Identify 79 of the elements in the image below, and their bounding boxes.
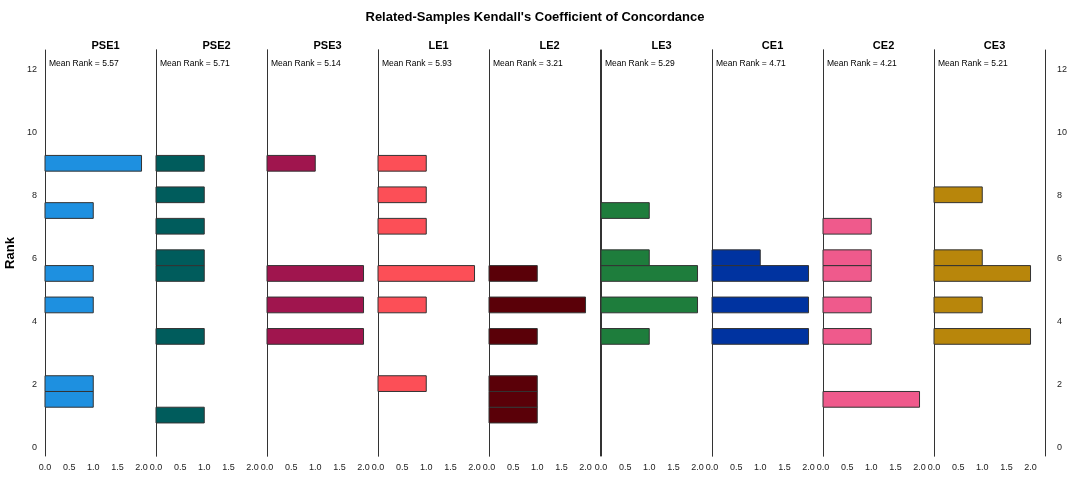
- annotation: Mean Rank = 5.93: [382, 57, 453, 68]
- x-tick-label: 1.5: [1000, 461, 1013, 472]
- x-tick-label: 0.5: [507, 461, 520, 472]
- x-tick-label: 0.0: [816, 461, 830, 472]
- y-axis-title: Rank: [2, 236, 18, 269]
- x-tick-label: 1.5: [777, 461, 791, 472]
- x-tick-label: 1.0: [87, 461, 100, 472]
- x-tick-label: 0.0: [372, 461, 385, 472]
- text: Related-Samples Kendall's Coefficient of Concordance: [364, 9, 706, 24]
- y-tick-label: 8: [1056, 189, 1062, 200]
- x-tick-label: 1.0: [642, 461, 656, 472]
- x-tick-label: 1.0: [420, 461, 433, 472]
- x-tick-label: 1.5: [555, 461, 569, 472]
- y-tick-label: 0: [1056, 441, 1062, 452]
- y-tick-label: 10: [1056, 126, 1067, 137]
- annotation: Mean Rank = 4.21: [826, 57, 897, 68]
- x-tick-label: 2.0: [246, 461, 259, 472]
- x-tick-label: 0.5: [285, 461, 298, 472]
- x-tick-label: 0.0: [927, 461, 941, 472]
- x-tick-label: 1.0: [531, 461, 544, 472]
- annotation: Mean Rank = 5.14: [271, 57, 342, 68]
- x-tick-label: 0.5: [729, 461, 743, 472]
- x-tick-label: 0.5: [396, 461, 409, 472]
- chart-title: LE3: [651, 38, 672, 51]
- x-tick-label: 0.0: [38, 461, 52, 472]
- chart-title: PSE2: [202, 38, 231, 51]
- x-tick-label: 1.0: [864, 461, 878, 472]
- x-tick-label: 0.0: [483, 461, 496, 472]
- x-tick-label: 1.5: [333, 461, 346, 472]
- y-tick-label: 6: [1056, 252, 1062, 263]
- chart-title: LE2: [539, 38, 561, 51]
- annotation: Mean Rank = 5.57: [49, 57, 119, 68]
- y-tick-label: 4: [1056, 315, 1062, 326]
- chart-title: CE2: [872, 38, 895, 51]
- y-tick-label: 2: [31, 378, 37, 389]
- chart-title: CE3: [983, 38, 1006, 51]
- y-tick-label: 12: [1056, 63, 1067, 74]
- y-tick-label: 10: [26, 126, 37, 137]
- x-tick-label: 2.0: [690, 461, 704, 472]
- annotation: Mean Rank = 5.71: [160, 57, 231, 68]
- x-tick-label: 1.0: [753, 461, 767, 472]
- y-tick-label: 0: [31, 441, 37, 452]
- y-tick-label: 6: [31, 252, 37, 263]
- annotation: Mean Rank = 4.71: [715, 57, 786, 68]
- x-tick-label: 0.5: [173, 461, 187, 472]
- x-tick-label: 2.0: [579, 461, 593, 472]
- x-tick-label: 0.5: [618, 461, 631, 472]
- x-tick-label: 2.0: [1024, 461, 1037, 472]
- annotation: Mean Rank = 3.21: [493, 57, 564, 68]
- chart-title: PSE3: [313, 38, 342, 51]
- annotation: Mean Rank = 5.21: [937, 57, 1008, 68]
- x-tick-label: 2.0: [913, 461, 926, 472]
- x-tick-label: 0.5: [840, 461, 854, 472]
- y-tick-label: 2: [1056, 378, 1062, 389]
- x-tick-label: 0.5: [62, 461, 76, 472]
- x-tick-label: 1.5: [444, 461, 457, 472]
- x-tick-label: 0.0: [260, 461, 274, 472]
- chart-title: LE1: [428, 38, 449, 51]
- y-tick-label: 4: [31, 315, 37, 326]
- x-tick-label: 1.0: [198, 461, 211, 472]
- x-tick-label: 1.0: [975, 461, 989, 472]
- x-tick-label: 1.5: [666, 461, 680, 472]
- x-tick-label: 0.0: [705, 461, 718, 472]
- x-tick-label: 2.0: [468, 461, 482, 472]
- chart-title: PSE1: [91, 38, 120, 51]
- chart-title: CE1: [761, 38, 783, 51]
- x-tick-label: 0.0: [149, 461, 163, 472]
- y-tick-label: 8: [31, 189, 37, 200]
- x-tick-label: 2.0: [135, 461, 148, 472]
- x-tick-label: 1.5: [111, 461, 124, 472]
- x-tick-label: 0.5: [951, 461, 965, 472]
- x-tick-label: 2.0: [801, 461, 815, 472]
- x-tick-label: 2.0: [357, 461, 370, 472]
- x-tick-label: 0.0: [594, 461, 607, 472]
- y-tick-label: 12: [26, 63, 37, 74]
- annotation: Mean Rank = 5.29: [604, 57, 675, 68]
- x-tick-label: 1.0: [309, 461, 322, 472]
- x-tick-label: 1.5: [222, 461, 235, 472]
- x-tick-label: 1.5: [888, 461, 902, 472]
